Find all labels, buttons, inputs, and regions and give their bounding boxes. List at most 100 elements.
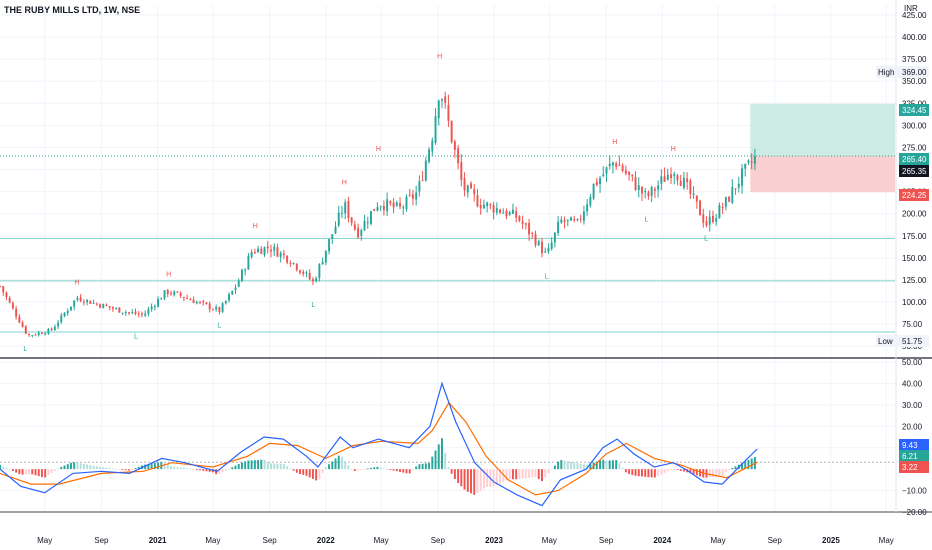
candle-down	[531, 232, 534, 234]
macd-histogram-bar	[579, 463, 582, 470]
candle-up	[511, 209, 514, 214]
grid	[0, 5, 895, 513]
macd-histogram-bar	[253, 460, 256, 470]
macd-histogram-bar	[499, 469, 502, 484]
macd-histogram-bar	[176, 467, 179, 470]
macd-tag-hist: 6.21	[902, 452, 918, 461]
candle-up	[131, 312, 134, 314]
candle-up	[370, 211, 372, 224]
macd-histogram-bar	[173, 466, 176, 470]
candle-up	[92, 302, 95, 304]
candle-down	[618, 164, 621, 166]
candle-up	[495, 208, 498, 213]
macd-histogram-bar	[266, 462, 269, 470]
candle-down	[695, 195, 698, 202]
candle-down	[702, 214, 705, 223]
macd-tag-macd-bg	[899, 439, 929, 451]
candle-down	[89, 300, 92, 305]
macd-histogram-bar	[728, 469, 731, 470]
candle-down	[663, 176, 666, 182]
candle-down	[282, 253, 285, 256]
candle-up	[431, 140, 434, 152]
macd-histogram-bar	[734, 466, 737, 470]
price-tags: High 369.00 Low 51.75 324.45 265.40 265.35 224.…	[876, 66, 929, 473]
candle-up	[586, 204, 589, 212]
candle-down	[105, 304, 108, 306]
macd-histogram-bar	[628, 469, 631, 474]
candle-up	[682, 177, 685, 188]
candle-down	[408, 194, 411, 196]
candle-down	[734, 188, 737, 190]
position-box[interactable]	[750, 103, 895, 193]
candle-down	[541, 241, 543, 254]
candle-up	[53, 326, 56, 331]
macd-histogram-bar	[508, 469, 511, 480]
candle-down	[182, 297, 185, 299]
candle-down	[534, 234, 537, 246]
horizontal-lines[interactable]	[0, 155, 895, 333]
x-tick-label: Sep	[262, 536, 277, 545]
candle-up	[570, 217, 572, 221]
candle-up	[153, 306, 156, 308]
candle-down	[253, 252, 256, 254]
candle-down	[353, 224, 356, 230]
macd-histogram-bar	[524, 469, 527, 479]
candle-up	[386, 199, 389, 211]
macd-histogram-bar	[502, 469, 505, 482]
candle-down	[299, 270, 301, 273]
currency-label: INR	[904, 4, 918, 13]
candle-up	[566, 219, 569, 221]
macd-tag-signal-bg	[899, 461, 929, 473]
macd-histogram-bar	[247, 460, 250, 470]
macd-histogram-bar	[605, 460, 608, 470]
macd-histogram-bar	[415, 466, 418, 470]
pivot-high-label: H	[671, 146, 676, 153]
macd-histogram-bar	[547, 469, 550, 474]
macd-histogram-bar	[718, 469, 721, 477]
macd-histogram-bar	[521, 469, 524, 479]
macd-histogram-bar	[279, 463, 282, 470]
macd-histogram-bar	[137, 466, 140, 470]
candle-up	[163, 290, 166, 299]
candle-down	[476, 195, 479, 207]
candle-down	[2, 286, 5, 293]
candle-up	[753, 156, 756, 164]
price-tag-profit-bg	[899, 104, 929, 116]
candle-up	[240, 269, 243, 281]
macd-histogram-bar	[282, 464, 285, 470]
candle-up	[115, 308, 118, 310]
macd-histogram-bar	[589, 463, 592, 470]
macd-histogram-bar	[299, 469, 301, 475]
macd-histogram-bar	[305, 469, 308, 476]
candle-down	[347, 201, 350, 219]
macd-histogram-bar	[418, 464, 421, 470]
low-tag-label: Low	[878, 337, 893, 346]
macd-histogram-bar	[550, 469, 553, 470]
macd-histogram-bar	[599, 460, 602, 470]
candle-up	[553, 232, 556, 243]
candle-down	[192, 299, 195, 304]
macd-histogram-bar	[315, 469, 318, 481]
macd-histogram-bar	[47, 469, 50, 476]
macd-histogram-bar	[82, 463, 85, 470]
macd-histogram-bar	[428, 462, 431, 470]
macd-histogram-bar	[128, 469, 131, 471]
candle-down	[199, 301, 201, 303]
macd-tick-label: 20.00	[902, 422, 923, 431]
high-tag-label: High	[878, 68, 894, 77]
candle-up	[608, 163, 611, 167]
macd-histogram-bar	[344, 461, 347, 470]
macd-histogram-bar	[376, 466, 379, 470]
candle-up	[315, 278, 318, 282]
candles	[0, 91, 756, 338]
candle-down	[421, 179, 424, 181]
candle-up	[324, 250, 327, 263]
candle-down	[218, 307, 221, 313]
macd-histogram-bar	[44, 469, 47, 478]
candle-up	[305, 272, 308, 274]
price-tick-label: 375.00	[902, 55, 927, 64]
macd-histogram-bar	[518, 469, 521, 480]
macd-histogram-bar	[634, 469, 637, 476]
macd-histogram-bar	[395, 469, 398, 472]
